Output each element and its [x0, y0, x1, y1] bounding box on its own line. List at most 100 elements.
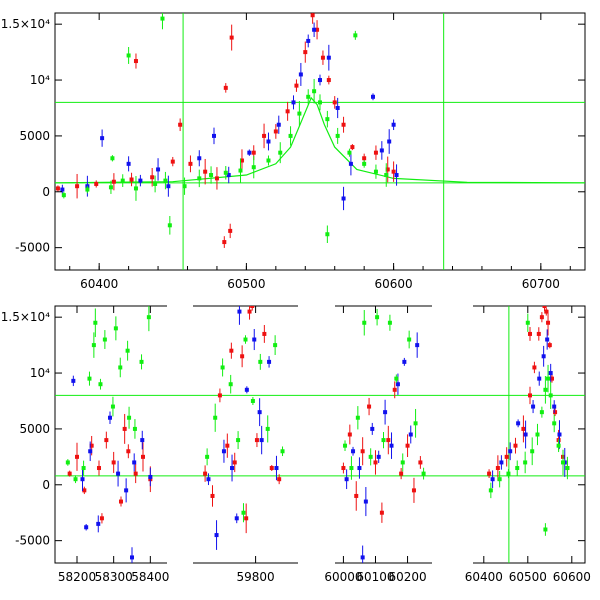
data-point: [373, 150, 378, 155]
data-point: [127, 415, 132, 420]
data-point: [294, 83, 299, 88]
data-point: [102, 337, 107, 342]
data-point: [303, 50, 308, 55]
data-point: [557, 432, 562, 437]
x-tick-label: 58200: [58, 570, 96, 584]
data-point: [415, 343, 420, 348]
data-point: [89, 443, 94, 448]
data-point: [170, 159, 175, 164]
data-point: [318, 78, 322, 83]
data-point: [257, 410, 262, 415]
data-point: [357, 466, 362, 471]
data-point: [217, 393, 222, 398]
data-point: [411, 488, 416, 493]
x-tick-label: 60200: [388, 570, 426, 584]
data-point: [565, 466, 570, 471]
y-tick-label: 10⁴: [30, 366, 50, 380]
data-point: [285, 109, 290, 114]
plot-area: [55, 306, 585, 563]
data-point: [262, 331, 267, 336]
data-point: [98, 382, 103, 387]
data-point: [278, 150, 283, 155]
data-point: [229, 35, 234, 40]
data-point: [552, 421, 557, 426]
data-point: [548, 393, 553, 398]
data-point: [274, 466, 279, 471]
data-point: [504, 454, 509, 459]
data-point: [80, 477, 85, 482]
data-point: [371, 94, 375, 99]
data-point: [75, 184, 80, 189]
y-tick-label: 5000: [19, 422, 50, 436]
data-point: [166, 184, 171, 189]
data-point: [391, 122, 396, 127]
data-point: [60, 187, 65, 192]
x-tick-label: 59800: [237, 570, 275, 584]
data-point: [220, 365, 225, 370]
data-point: [130, 555, 134, 560]
data-point: [138, 178, 143, 183]
data-point: [197, 176, 202, 181]
data-point: [277, 477, 282, 482]
data-point: [100, 136, 105, 141]
data-point: [73, 477, 78, 482]
data-point: [240, 354, 245, 359]
data-point: [488, 488, 493, 493]
data-point: [140, 438, 145, 443]
data-point: [495, 466, 500, 471]
data-point: [306, 38, 311, 43]
data-point: [312, 89, 317, 94]
data-point: [537, 376, 542, 381]
data-point: [82, 488, 87, 493]
data-point: [120, 178, 125, 183]
data-point: [182, 184, 187, 189]
data-point: [543, 527, 548, 532]
data-point: [75, 454, 79, 459]
data-point: [379, 510, 384, 515]
data-point: [276, 122, 281, 127]
data-point: [126, 161, 131, 166]
data-point: [133, 59, 138, 64]
data-point: [97, 466, 101, 471]
data-point: [111, 460, 116, 465]
data-point: [497, 477, 502, 482]
data-point: [110, 156, 115, 161]
data-point: [383, 410, 388, 415]
data-point: [291, 100, 296, 105]
data-point: [362, 320, 367, 325]
data-point: [373, 460, 378, 465]
data-point: [545, 337, 550, 342]
data-point: [508, 449, 513, 454]
data-point: [306, 94, 311, 99]
data-point: [223, 170, 228, 175]
data-point: [141, 454, 145, 459]
data-point: [234, 516, 239, 521]
data-point: [550, 376, 554, 381]
data-point: [395, 382, 400, 387]
y-tick-label: 0: [42, 478, 50, 492]
data-point: [153, 181, 158, 186]
y-tick-label: -5000: [15, 241, 50, 255]
data-point: [85, 187, 90, 192]
data-point: [238, 168, 243, 173]
data-point: [350, 145, 355, 150]
data-point: [113, 326, 118, 331]
data-point: [163, 178, 168, 183]
data-point: [111, 179, 116, 184]
x-tick-label: 60500: [509, 570, 547, 584]
data-point: [335, 133, 340, 138]
data-point: [421, 471, 426, 476]
data-point: [99, 516, 104, 521]
data-point: [556, 443, 561, 448]
data-point: [244, 387, 249, 392]
data-point: [65, 460, 70, 465]
data-point: [344, 477, 349, 482]
data-point: [71, 378, 76, 383]
y-tick-label: -5000: [15, 534, 50, 548]
data-point: [132, 460, 137, 465]
y-tick-label: 0: [42, 185, 50, 199]
data-point: [535, 432, 540, 437]
data-point: [280, 449, 285, 454]
data-point: [266, 158, 271, 163]
